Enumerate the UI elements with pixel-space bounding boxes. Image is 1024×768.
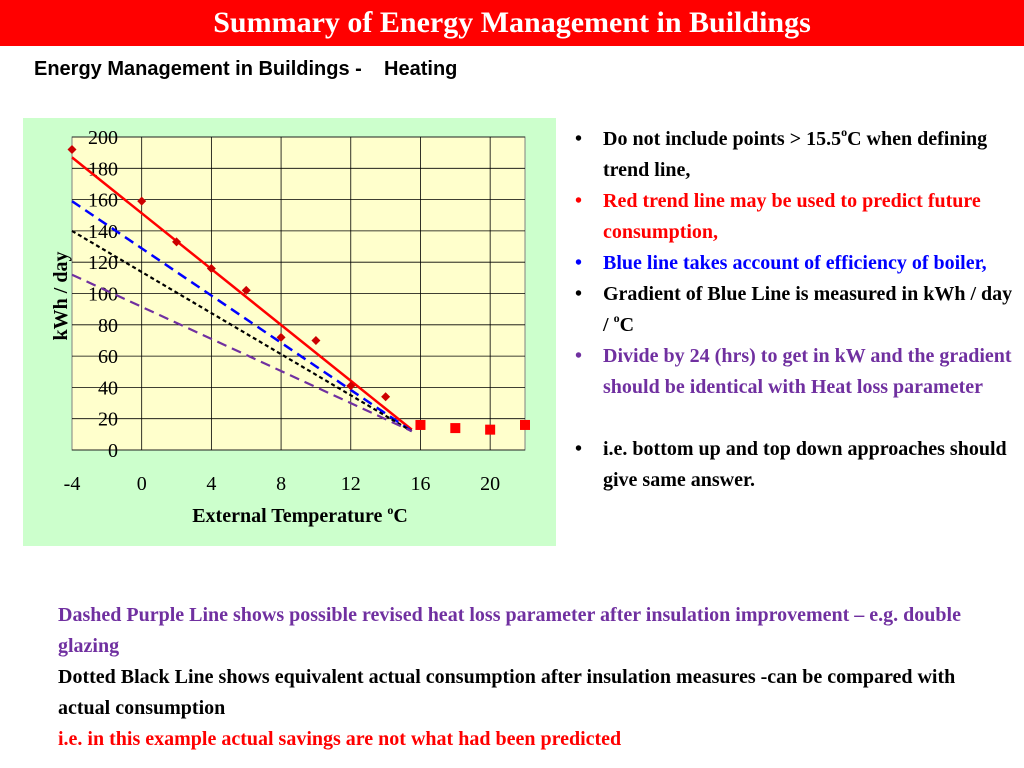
x-axis-label-sup: o xyxy=(387,503,393,517)
x-tick-label: 8 xyxy=(276,473,286,495)
data-point-diamond xyxy=(241,285,251,295)
x-axis-label: External Temperature oC xyxy=(192,503,408,527)
y-tick-label: 100 xyxy=(88,284,118,306)
trend-line-solid-0 xyxy=(71,156,413,431)
x-axis-label-suffix: C xyxy=(393,505,407,527)
data-point-square xyxy=(520,419,530,430)
bullet-item: • Gradient of Blue Line is measured in kW… xyxy=(573,279,1013,341)
x-tick-label: 0 xyxy=(137,473,147,495)
data-point-diamond xyxy=(311,335,321,345)
y-tick-label: 40 xyxy=(98,377,118,399)
x-tick-label: 16 xyxy=(410,473,430,495)
bottom-notes: Dashed Purple Line shows possible revise… xyxy=(58,600,1008,755)
heating-chart: 0 20 40 60 80 100 120 140 160 180 200 -4 0 4 8 12 16 20 Ex… xyxy=(50,127,530,527)
trend-line-dashed-1 xyxy=(71,200,413,433)
y-tick-label: 160 xyxy=(88,190,118,212)
bullet-text: Divide by 24 (hrs) to get in kW and the … xyxy=(603,345,1012,398)
y-tick-label: 200 xyxy=(88,127,118,149)
x-axis-label-text: External Temperature xyxy=(192,505,387,527)
data-point-diamond xyxy=(137,196,147,206)
y-tick-label: 20 xyxy=(98,409,118,431)
bullet-text: i.e. bottom up and top down approaches s… xyxy=(603,438,1007,491)
data-point-diamond xyxy=(276,332,286,342)
y-tick-label: 80 xyxy=(98,315,118,337)
y-tick-label: 0 xyxy=(108,440,118,462)
x-tick-label: 4 xyxy=(206,473,216,495)
bullet-item: • Blue line takes account of efficiency o… xyxy=(573,248,1013,279)
bullet-dot: • xyxy=(575,128,583,150)
y-tick-label: 120 xyxy=(88,252,118,274)
bullet-superscript: o xyxy=(841,125,848,140)
note-line: i.e. in this example actual savings are … xyxy=(58,728,622,750)
note-line: Dashed Purple Line shows possible revise… xyxy=(58,604,961,657)
bullet-item: • i.e. bottom up and top down approaches … xyxy=(573,434,1013,496)
bullet-dot: • xyxy=(575,438,583,460)
data-point-diamond xyxy=(172,237,182,247)
data-point-diamond xyxy=(346,381,356,391)
data-point-diamond xyxy=(206,263,216,273)
bullet-text: Red trend line may be used to predict fu… xyxy=(603,190,981,243)
bullet-suffix: C xyxy=(619,314,635,336)
bullet-dot: • xyxy=(575,190,583,212)
slide-subtitle: Energy Management in Buildings - Heating xyxy=(34,58,458,80)
bullet-item: • Do not include points > 15.5oC when def… xyxy=(573,124,1013,186)
data-point-square xyxy=(485,424,496,435)
slide-title: Summary of Energy Management in Building… xyxy=(0,0,1024,46)
data-point-square xyxy=(450,423,461,434)
data-point-diamond xyxy=(67,145,77,155)
bullet-item: • Divide by 24 (hrs) to get in kW and the… xyxy=(573,341,1013,403)
bullet-text: Do not include points > 15.5 xyxy=(603,128,842,150)
bullet-suffix: C when defining trend line, xyxy=(603,128,988,181)
y-axis-label: kWh / day xyxy=(50,252,72,341)
trend-line-dotted-2 xyxy=(71,229,413,433)
bullet-dot: • xyxy=(575,345,583,367)
y-tick-label: 140 xyxy=(88,221,118,243)
trend-line-dashed-3 xyxy=(71,273,413,433)
bullet-list: • Do not include points > 15.5oC when def… xyxy=(573,124,1013,496)
x-tick-label: 20 xyxy=(480,473,500,495)
bullet-text: Blue line takes account of efficiency of… xyxy=(603,252,987,274)
data-point-diamond xyxy=(381,392,391,402)
note-line: Dotted Black Line shows equivalent actua… xyxy=(58,666,956,719)
y-tick-label: 180 xyxy=(88,158,118,180)
y-tick-label: 60 xyxy=(98,346,118,368)
bullet-text: Gradient of Blue Line is measured in kWh… xyxy=(603,283,1013,336)
bullet-superscript: o xyxy=(613,311,620,326)
x-tick-label: 12 xyxy=(341,473,361,495)
chart-panel: 0 20 40 60 80 100 120 140 160 180 200 -4 0 4 8 12 16 20 Ex… xyxy=(23,118,556,546)
x-tick-label: -4 xyxy=(64,473,81,495)
data-point-square xyxy=(415,419,426,430)
bullet-dot: • xyxy=(575,252,583,274)
bullet-dot: • xyxy=(575,283,583,305)
bullet-item: • Red trend line may be used to predict f… xyxy=(573,186,1013,248)
